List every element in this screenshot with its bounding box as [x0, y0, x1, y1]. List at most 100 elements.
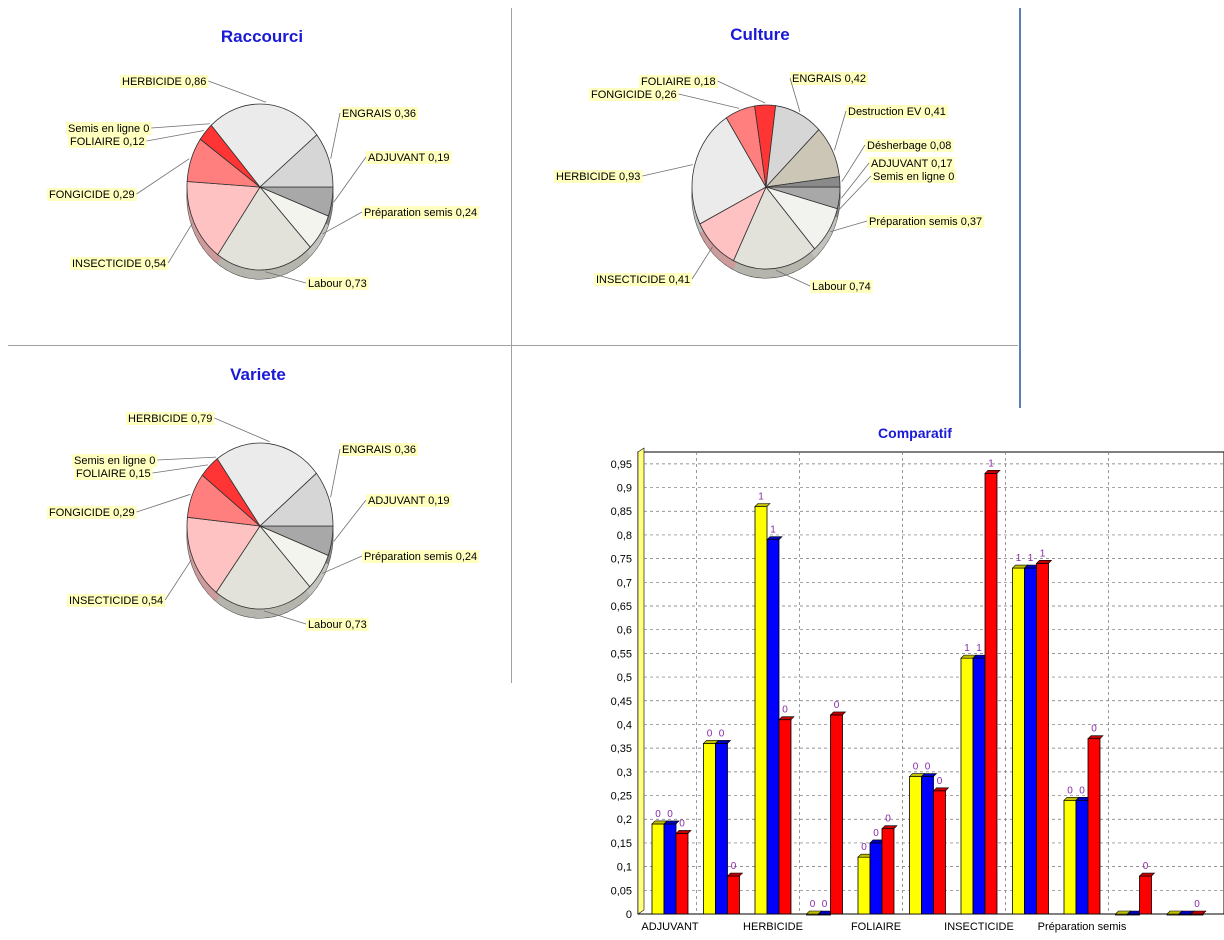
y-tick-label: 0 — [626, 909, 632, 921]
bar-data-label: 1 — [1028, 553, 1034, 564]
pie-label: ENGRAIS 0,36 — [340, 443, 418, 456]
bar — [1012, 567, 1025, 915]
bar-top — [1087, 735, 1104, 739]
bar-data-label: 1 — [1040, 548, 1046, 559]
y-tick-label: 0,25 — [611, 791, 632, 803]
bar — [1087, 738, 1101, 915]
bar — [1063, 799, 1077, 915]
pie-title: Culture — [730, 25, 790, 44]
bar — [715, 743, 728, 915]
pie-label-bg — [70, 257, 169, 270]
bar-data-label: 0 — [937, 776, 943, 787]
pie-label-bg — [66, 122, 152, 135]
pie-leader-line — [834, 110, 847, 151]
bar-data-label: 0 — [679, 818, 685, 829]
bar-data-label: 0 — [667, 809, 673, 820]
pie-panel-culture: Culture ADJUVANT 0,17 Semis en ligne 0 Prép… — [512, 0, 1018, 340]
x-tick-label: Préparation semis — [1038, 921, 1127, 933]
pie-label: INSECTICIDE 0,54 — [67, 594, 166, 607]
x-tick-label: INSECTICIDE — [944, 921, 1014, 933]
bar-data-label: 0 — [834, 700, 840, 711]
pie-leader-line — [136, 158, 190, 195]
bar-top — [726, 872, 744, 877]
bar-data-label: 0 — [925, 762, 931, 773]
pie-label-text: ENGRAIS 0,42 — [792, 73, 866, 85]
pie-label: Semis en ligne 0 — [66, 122, 152, 135]
pie-label-text: Labour 0,73 — [308, 619, 367, 631]
bar-data-label: 0 — [731, 861, 737, 872]
pie-label-text: ENGRAIS 0,36 — [342, 444, 416, 456]
pie-label-bg — [362, 206, 480, 219]
bar — [1075, 799, 1089, 915]
y-tick-label: 0,65 — [611, 601, 632, 613]
bar-top — [778, 716, 795, 721]
pie-label-text: FONGICIDE 0,29 — [49, 189, 135, 201]
pie-label-text: Préparation semis 0,24 — [364, 207, 477, 219]
bar-top — [1138, 872, 1156, 877]
pie-label-text: Destruction EV 0,41 — [848, 106, 946, 118]
bar — [778, 719, 792, 915]
pie-label-text: ADJUVANT 0,19 — [368, 152, 450, 164]
bar — [921, 776, 934, 915]
pie-chart-raccourci: Raccourci ADJUVANT 0,19 Préparation semis … — [47, 27, 480, 290]
pie-label: Destruction EV 0,41 — [846, 105, 948, 118]
x-tick-label: HERBICIDE — [743, 921, 803, 933]
bar-data-label: 0 — [822, 899, 828, 910]
pie-label-text: Désherbage 0,08 — [867, 140, 951, 152]
pie-label-text: Préparation semis 0,24 — [364, 551, 477, 563]
pie-label-text: FONGICIDE 0,26 — [591, 89, 677, 101]
bar-data-label: 1 — [964, 643, 970, 654]
bar-data-label: 0 — [1067, 785, 1073, 796]
pie-label-bg — [67, 594, 166, 607]
pie-label: Préparation semis 0,37 — [867, 215, 985, 228]
pie-label-text: INSECTICIDE 0,54 — [69, 595, 163, 607]
pie-label-bg — [74, 467, 153, 480]
pie-label-bg — [589, 88, 679, 101]
y-tick-label: 0,7 — [617, 577, 632, 589]
pie-leader-line — [333, 156, 367, 203]
pie-label-text: Labour 0,74 — [812, 281, 871, 293]
bar-data-label: 1 — [770, 525, 776, 536]
pie-label: Semis en ligne 0 — [72, 454, 158, 467]
y-tick-label: 0,6 — [617, 625, 632, 637]
bar-data-label: 0 — [707, 728, 713, 739]
pie-label: HERBICIDE 0,86 — [120, 75, 209, 88]
pie-label-bg — [362, 550, 480, 563]
axis-wall — [637, 447, 645, 915]
pie-leader-line — [330, 448, 341, 498]
pie-leader-line — [322, 555, 363, 574]
pie-label-bg — [366, 494, 452, 507]
bar — [909, 776, 922, 915]
pie-label-bg — [639, 75, 718, 88]
pie-leader-line — [146, 130, 205, 142]
bar-data-label: 0 — [719, 728, 725, 739]
bar-data-label: 0 — [873, 828, 879, 839]
bar-data-label: 1 — [1016, 553, 1022, 564]
bar-panel-comparatif: Comparatif 0 0,05 0,1 0,15 0,2 0,25 0,3 0,35 0,4 0… — [590, 416, 1224, 935]
pie-label-bg — [869, 157, 955, 170]
pie-title: Raccourci — [221, 27, 303, 46]
bar — [766, 539, 780, 915]
y-tick-label: 0,3 — [617, 767, 632, 779]
pie-label-bg — [366, 151, 452, 164]
y-tick-label: 0,85 — [611, 506, 632, 518]
y-tick-label: 0,2 — [617, 814, 632, 826]
pie-label-bg — [68, 135, 147, 148]
bar-top — [675, 830, 692, 834]
pie-slice — [210, 103, 318, 188]
pie-label-bg — [867, 215, 985, 228]
x-tick-label: ADJUVANT — [641, 921, 699, 933]
bar-top — [1035, 560, 1053, 564]
bar — [984, 472, 998, 915]
y-tick-label: 0,15 — [611, 838, 632, 850]
y-tick-label: 0,5 — [617, 672, 632, 684]
pie-slice — [691, 117, 767, 225]
bar-data-label: 0 — [1194, 899, 1200, 910]
pie-label: Semis en ligne 0 — [871, 170, 957, 183]
pie-label: FOLIAIRE 0,18 — [639, 75, 718, 88]
bar — [663, 823, 677, 915]
pie-leader-line — [157, 456, 217, 461]
pie-label: FONGICIDE 0,29 — [47, 188, 137, 201]
y-tick-label: 0,45 — [611, 696, 632, 708]
pie-title: Variete — [230, 365, 286, 384]
